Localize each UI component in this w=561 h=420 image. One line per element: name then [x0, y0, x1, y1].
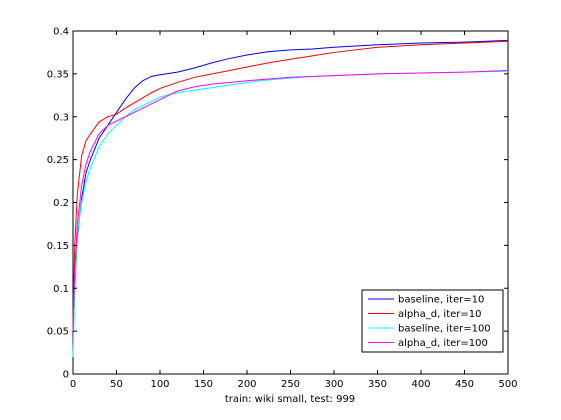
y-tick-label: 0.2 — [53, 198, 69, 209]
legend-label: baseline, iter=10 — [398, 295, 484, 306]
y-tick-label: 0.3 — [53, 112, 69, 123]
x-tick-label: 500 — [498, 379, 517, 390]
legend-box — [361, 289, 504, 353]
y-tick-label: 0.25 — [47, 155, 69, 166]
y-tick-label: 0.15 — [47, 241, 69, 252]
axis-layer: 0 50 100 150 200 250 300 350 400 450 500 0 0.05 0.1 0.… — [47, 27, 518, 391]
series-line-2 — [72, 40, 509, 323]
y-tick-label: 0 — [63, 370, 69, 381]
legend: baseline, iter=10 alpha_d, iter=10 baselin… — [361, 289, 504, 353]
x-tick-label: 350 — [368, 379, 387, 390]
series-line-1 — [72, 39, 509, 340]
x-tick-label: 150 — [194, 379, 213, 390]
y-tick-label: 0.35 — [47, 69, 69, 80]
legend-label: alpha_d, iter=10 — [398, 309, 482, 320]
legend-label: alpha_d, iter=100 — [398, 338, 488, 349]
series-line-4 — [72, 69, 509, 332]
y-tick-label: 0.05 — [47, 327, 69, 338]
x-axis-label: train: wiki small, test: 999 — [225, 394, 355, 405]
x-tick-label: 0 — [70, 379, 76, 390]
x-tick-label: 250 — [281, 379, 300, 390]
y-tick-label: 0.1 — [53, 284, 69, 295]
series-layer — [72, 39, 509, 357]
x-tick-label: 400 — [411, 379, 430, 390]
x-tick-label: 100 — [150, 379, 169, 390]
x-tick-label: 50 — [110, 379, 123, 390]
legend-label: baseline, iter=100 — [398, 324, 491, 335]
x-tick-label: 300 — [324, 379, 343, 390]
x-tick-label: 450 — [455, 379, 474, 390]
y-tick-label: 0.4 — [53, 27, 69, 38]
x-tick-label: 200 — [237, 379, 256, 390]
